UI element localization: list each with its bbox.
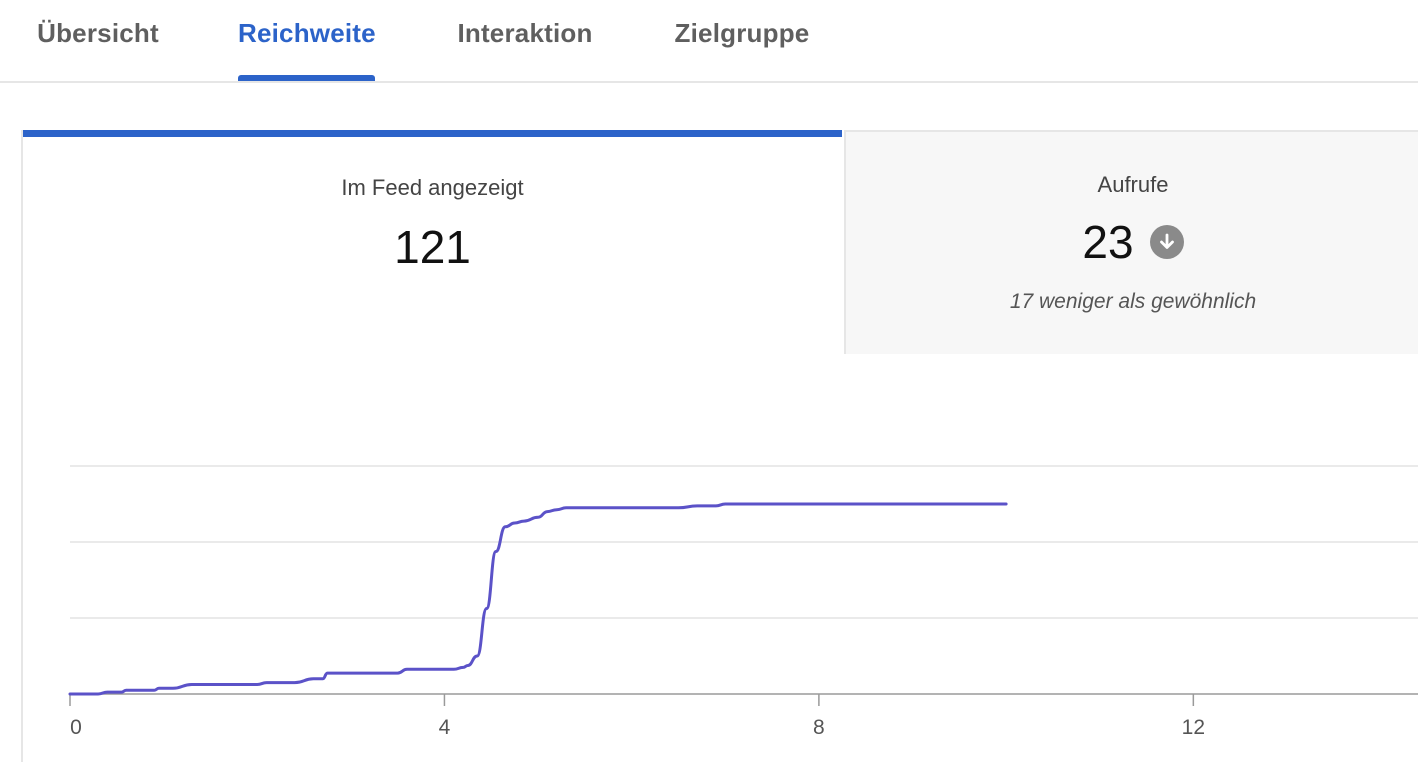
series-line (68, 502, 1008, 696)
metric-comparison-note: 17 weniger als gewöhnlich (1009, 290, 1257, 313)
metric-value: 23 (1082, 216, 1134, 268)
metric-label: Im Feed angezeigt (341, 175, 524, 200)
x-tick-label: 4 (439, 716, 451, 739)
metric-feed-impressions[interactable]: Im Feed angezeigt 121 (23, 130, 842, 354)
chart-gridlines (70, 465, 1418, 695)
x-tick-label: 0 (70, 716, 82, 739)
reach-line-chart: 0 4 8 12 (68, 465, 1418, 739)
tab-label: Reichweite (238, 18, 376, 48)
tab-zielgruppe[interactable]: Zielgruppe (673, 14, 811, 80)
tab-label: Übersicht (37, 18, 159, 48)
metric-label: Aufrufe (1097, 172, 1169, 197)
x-tick-label: 8 (813, 716, 825, 739)
chart-x-axis: 0 4 8 12 (69, 694, 1205, 739)
tab-bar: Übersicht Reichweite Interaktion Zielgru… (0, 0, 1418, 83)
tab-label: Zielgruppe (674, 18, 810, 48)
metric-views[interactable]: Aufrufe 23 17 weniger als gewöhnlich (844, 130, 1418, 354)
reach-card: Im Feed angezeigt 121 Aufrufe 23 17 weni… (21, 130, 1418, 762)
tab-label: Interaktion (457, 18, 593, 48)
tab-interaktion[interactable]: Interaktion (455, 14, 595, 80)
tab-reichweite[interactable]: Reichweite (238, 14, 376, 81)
tab-uebersicht[interactable]: Übersicht (36, 14, 160, 80)
arrow-down-icon (1149, 225, 1184, 259)
metric-value: 121 (394, 221, 471, 273)
metric-value-row: 23 (846, 212, 1418, 272)
x-tick-label: 12 (1182, 716, 1205, 739)
